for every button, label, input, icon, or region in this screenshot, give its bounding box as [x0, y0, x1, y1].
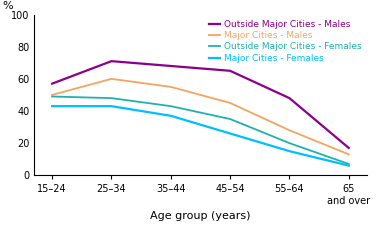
Major Cities - Males: [169, 86, 173, 88]
Major Cities - Females: [287, 150, 292, 153]
Outside Major Cities - Males: [169, 65, 173, 67]
Major Cities - Females: [228, 132, 232, 135]
Y-axis label: %: %: [2, 1, 13, 11]
Outside Major Cities - Males: [347, 147, 351, 149]
Outside Major Cities - Males: [50, 82, 54, 85]
Major Cities - Females: [169, 114, 173, 117]
Major Cities - Females: [50, 105, 54, 108]
Line: Outside Major Cities - Females: Outside Major Cities - Females: [52, 96, 349, 164]
Outside Major Cities - Females: [50, 95, 54, 98]
Major Cities - Females: [347, 164, 351, 167]
Outside Major Cities - Females: [169, 105, 173, 108]
Outside Major Cities - Males: [228, 69, 232, 72]
Major Cities - Males: [109, 77, 114, 80]
Outside Major Cities - Males: [287, 97, 292, 99]
Legend: Outside Major Cities - Males, Major Cities - Males, Outside Major Cities - Femal: Outside Major Cities - Males, Major Citi…: [208, 19, 362, 64]
Major Cities - Males: [50, 94, 54, 96]
Outside Major Cities - Females: [347, 163, 351, 165]
Line: Major Cities - Females: Major Cities - Females: [52, 106, 349, 166]
Line: Major Cities - Males: Major Cities - Males: [52, 79, 349, 154]
Major Cities - Males: [347, 153, 351, 156]
Major Cities - Males: [228, 101, 232, 104]
X-axis label: Age group (years): Age group (years): [150, 211, 251, 222]
Outside Major Cities - Females: [287, 142, 292, 144]
Outside Major Cities - Males: [109, 60, 114, 62]
Line: Outside Major Cities - Males: Outside Major Cities - Males: [52, 61, 349, 148]
Major Cities - Females: [109, 105, 114, 108]
Outside Major Cities - Females: [109, 97, 114, 99]
Outside Major Cities - Females: [228, 118, 232, 120]
Major Cities - Males: [287, 129, 292, 132]
